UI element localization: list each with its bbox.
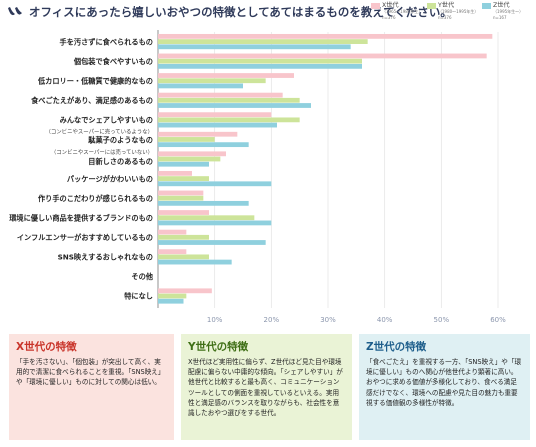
- legend-label-x: X世代: [382, 2, 399, 9]
- legend-item-y: Y世代 （1980〜1995年生） n=376: [427, 2, 479, 22]
- category-note: （コンビニやスーパーに売っているような）: [46, 128, 154, 136]
- bar-y: [158, 78, 266, 84]
- bar-y: [158, 293, 187, 299]
- legend-n-x: n=376: [382, 15, 396, 21]
- summary-body-x: 「手を汚さない」、「個包装」が突出して高く、実用的で清潔に食べられることを重視。…: [16, 358, 165, 387]
- summary-box-x: X世代の特徴 「手を汚さない」、「個包装」が突出して高く、実用的で清潔に食べられ…: [9, 334, 174, 440]
- bar-z: [158, 259, 232, 265]
- category-label: SNS映えするおしゃれなもの: [58, 253, 153, 262]
- bar-z: [158, 181, 272, 187]
- category-label: みんなでシェアしやすいもの: [60, 116, 153, 125]
- legend-swatch-z: [482, 3, 491, 9]
- summary-box-y: Y世代の特徴 X世代ほど実用性に偏らず、Z世代ほど見た目や環境配慮に偏らない中庸…: [181, 334, 352, 440]
- bar-y: [158, 234, 209, 240]
- category-label: 作り手のこだわりが感じられるもの: [38, 194, 153, 203]
- bar-x: [158, 249, 187, 255]
- page-title: オフィスにあったら嬉しいおやつの特徴としてあてはまるものを教えてください。: [29, 5, 452, 19]
- x-tick-label: 30%: [320, 316, 336, 324]
- category-note: （コンビニやスーパーには売っていない）: [51, 148, 153, 156]
- bar-x: [158, 53, 487, 59]
- bar-x: [158, 92, 283, 98]
- bar-y: [158, 254, 209, 260]
- bar-y: [158, 97, 300, 103]
- bar-z: [158, 63, 362, 69]
- bar-x: [158, 131, 238, 137]
- category-label: 食べごたえがあり、満足感のあるもの: [30, 96, 153, 105]
- bar-y: [158, 176, 209, 181]
- bar-z: [158, 200, 249, 206]
- bar-z: [158, 44, 351, 50]
- x-tick-label: 40%: [377, 316, 393, 324]
- legend-swatch-x: [371, 3, 380, 9]
- bar-z: [158, 142, 249, 148]
- bar-x: [158, 112, 272, 118]
- bar-y: [158, 215, 255, 221]
- legend-label-y: Y世代: [438, 2, 455, 9]
- legend-sub-x: （1965〜1980年生）: [382, 9, 423, 15]
- bar-z: [158, 122, 277, 128]
- bar-z: [158, 298, 184, 304]
- category-label: パッケージがかわいいもの: [67, 174, 153, 183]
- x-tick-label: 10%: [207, 316, 223, 324]
- x-tick-label: 20%: [264, 316, 280, 324]
- bar-x: [158, 151, 226, 157]
- category-label: 低カロリー・低糖質で健康的なもの: [37, 76, 153, 85]
- bar-chart: 10% 20% 30% 40% 50% 60% 手を汚さずに食べられるもの個包装で食べやすい…: [9, 30, 506, 324]
- summary-title-y: Y世代の特徴: [188, 341, 249, 353]
- bar-x: [158, 73, 294, 78]
- summary-box-z: Z世代の特徴 「食べごたえ」を重視する一方、「SNS映え」や「環境に優しい」もの…: [359, 334, 530, 440]
- bar-z: [158, 103, 311, 108]
- legend-n-y: n=376: [438, 15, 452, 21]
- bar-x: [158, 229, 187, 235]
- brand-logo-icon: [8, 7, 22, 16]
- bar-x: [158, 190, 204, 196]
- bar-y: [158, 156, 221, 162]
- category-label: 環境に優しい商品を提供するブランドのもの: [9, 213, 153, 222]
- category-label: その他: [131, 272, 153, 281]
- legend-n-z: n=167: [493, 15, 507, 21]
- bar-y: [158, 39, 368, 44]
- legend-sub-y: （1980〜1995年生）: [438, 9, 479, 15]
- legend-label-z: Z世代: [493, 2, 510, 9]
- bar-z: [158, 161, 209, 167]
- bar-x: [158, 288, 212, 294]
- bar-z: [158, 240, 266, 245]
- category-label: 目新しさのあるもの: [88, 157, 153, 166]
- legend-swatch-y: [427, 3, 436, 9]
- x-tick-label: 60%: [490, 316, 506, 324]
- category-label: 駄菓子のようなもの: [88, 136, 153, 145]
- bar-z: [158, 83, 243, 89]
- bar-x: [158, 170, 192, 176]
- legend-sub-z: （1995年生〜）: [493, 9, 524, 15]
- category-label: インフルエンサーがおすすめしているもの: [17, 233, 153, 242]
- summary-body-y: X世代ほど実用性に偏らず、Z世代ほど見た目や環境配慮に偏らない中庸的な傾向。「シ…: [188, 358, 343, 418]
- legend-item-x: X世代 （1965〜1980年生） n=376: [371, 2, 423, 22]
- bar-y: [158, 117, 300, 123]
- legend-item-z: Z世代 （1995年生〜） n=167: [482, 2, 524, 22]
- summary-title-x: X世代の特徴: [16, 341, 77, 353]
- x-tick-label: 50%: [434, 316, 450, 324]
- summary-title-z: Z世代の特徴: [366, 341, 427, 353]
- bar-x: [158, 33, 493, 39]
- summary-body-z: 「食べごたえ」を重視する一方、「SNS映え」や「環境に優しい」ものへ関心が他世代…: [366, 358, 522, 407]
- bar-y: [158, 137, 215, 142]
- bar-y: [158, 195, 204, 201]
- category-label: 個包装で食べやすいもの: [73, 57, 153, 66]
- category-label: 特になし: [124, 292, 153, 301]
- bar-x: [158, 210, 209, 215]
- category-label: 手を汚さずに食べられるもの: [60, 37, 153, 46]
- bar-y: [158, 58, 362, 64]
- bar-z: [158, 220, 272, 226]
